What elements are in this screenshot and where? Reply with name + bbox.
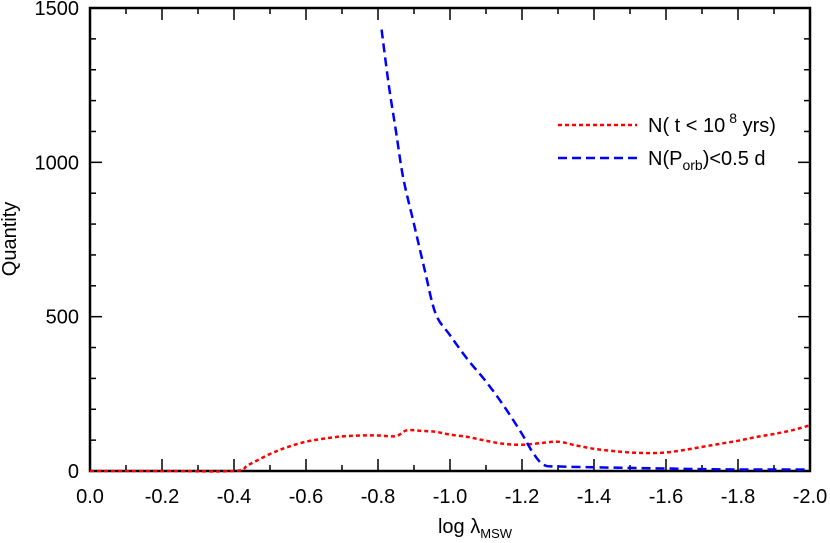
x-tick-label: -0.8 xyxy=(361,486,395,508)
plot-border xyxy=(88,6,812,473)
x-axis: 0.0 -0.2 -0.4 -0.6 -0.8 -1.0 -1.2 -1.4 -1.6 -1.8 -… xyxy=(76,8,827,508)
y-tick-label: 1000 xyxy=(35,152,80,174)
x-axis-label: log λMSW xyxy=(438,516,513,541)
y-tick-label: 0 xyxy=(68,461,79,483)
series-layer xyxy=(90,29,811,473)
legend-label-1: N( t < 10 8 yrs) xyxy=(648,110,776,137)
x-tick-label: -1.0 xyxy=(433,486,467,508)
x-tick-label: -0.6 xyxy=(289,486,323,508)
legend: N( t < 10 8 yrs) N(Porb)<0.5 d xyxy=(558,110,776,173)
y-tick-label: 1500 xyxy=(35,0,80,20)
x-tick-label: 0.0 xyxy=(76,486,104,508)
x-tick-label: -1.4 xyxy=(577,486,611,508)
x-tick-label: -0.2 xyxy=(145,486,179,508)
x-tick-label: -1.8 xyxy=(721,486,755,508)
x-tick-label: -1.6 xyxy=(649,486,683,508)
x-tick-label: -0.4 xyxy=(217,486,251,508)
plot-frame xyxy=(88,6,812,473)
series-line-1 xyxy=(90,424,811,473)
legend-label-2: N(Porb)<0.5 d xyxy=(648,148,766,173)
y-tick-label: 500 xyxy=(46,307,79,329)
series-line-2 xyxy=(380,29,810,471)
y-axis: 0 500 1000 1500 xyxy=(35,0,810,483)
x-axis-label-subscript: MSW xyxy=(480,526,513,541)
x-tick-label: -1.2 xyxy=(505,486,539,508)
y-axis-label: Quantity xyxy=(0,202,21,276)
x-tick-label: -2.0 xyxy=(793,486,827,508)
